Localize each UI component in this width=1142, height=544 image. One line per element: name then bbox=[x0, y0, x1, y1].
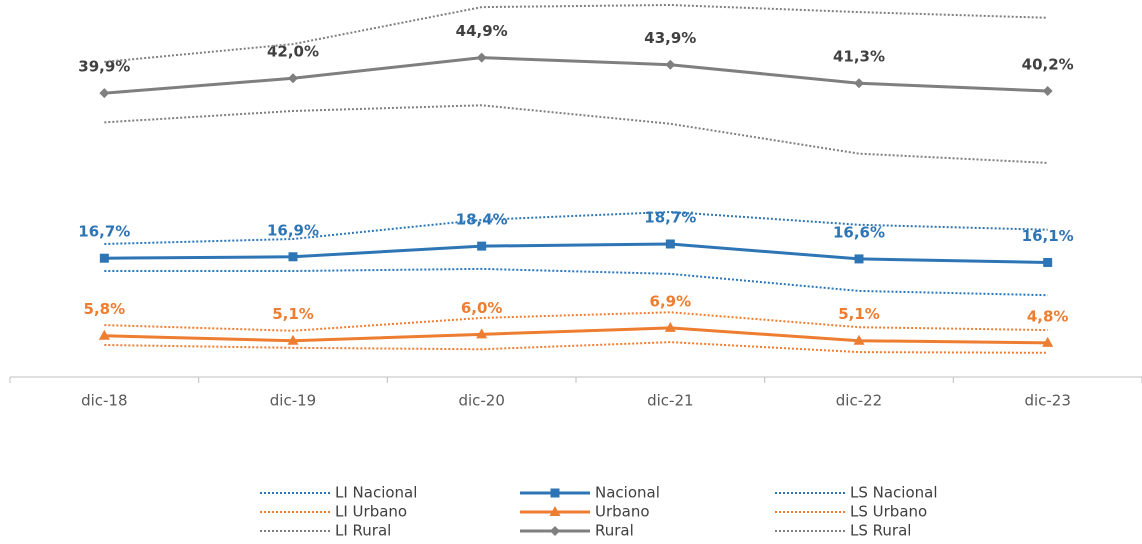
marker bbox=[550, 526, 560, 536]
value-label: 18,4% bbox=[456, 211, 508, 229]
value-label: 5,1% bbox=[838, 305, 880, 323]
x-tick-label: dic-20 bbox=[458, 392, 504, 410]
value-label: 6,9% bbox=[650, 292, 692, 310]
value-label: 16,7% bbox=[78, 223, 130, 241]
interval-line bbox=[104, 210, 1048, 245]
x-tick-label: dic-23 bbox=[1024, 392, 1070, 410]
interval-line bbox=[104, 3, 1048, 63]
series bbox=[104, 341, 1048, 354]
value-label: 5,8% bbox=[84, 300, 126, 318]
value-label: 6,0% bbox=[461, 299, 503, 317]
marker bbox=[1042, 86, 1053, 97]
marker bbox=[287, 334, 299, 345]
legend-label: LS Nacional bbox=[850, 484, 938, 502]
value-label: 16,6% bbox=[833, 223, 885, 241]
line bbox=[104, 242, 1048, 264]
legend-label: Nacional bbox=[595, 484, 660, 502]
value-label: 16,9% bbox=[267, 221, 319, 239]
marker bbox=[477, 241, 487, 251]
series bbox=[104, 3, 1048, 63]
legend-label: LI Urbano bbox=[335, 503, 407, 521]
marker bbox=[854, 254, 864, 264]
interval-line bbox=[104, 341, 1048, 354]
legend-label: Rural bbox=[595, 522, 634, 540]
line bbox=[104, 326, 1048, 345]
series bbox=[104, 210, 1048, 245]
marker bbox=[98, 329, 110, 340]
marker bbox=[288, 73, 298, 84]
x-tick-label: dic-18 bbox=[81, 392, 127, 410]
marker bbox=[476, 328, 488, 339]
value-label: 40,2% bbox=[1022, 56, 1074, 74]
series bbox=[104, 311, 1048, 332]
line bbox=[104, 56, 1048, 95]
marker bbox=[1042, 336, 1054, 347]
legend-label: LI Rural bbox=[335, 522, 391, 540]
marker bbox=[550, 488, 560, 498]
marker bbox=[665, 239, 675, 249]
interval-line bbox=[104, 267, 1048, 297]
marker bbox=[549, 506, 561, 516]
marker bbox=[288, 252, 298, 262]
series bbox=[104, 267, 1048, 297]
interval-line bbox=[104, 311, 1048, 332]
legend-label: LI Nacional bbox=[335, 484, 417, 502]
legend-label: LS Urbano bbox=[850, 503, 927, 521]
value-label: 4,8% bbox=[1027, 307, 1069, 325]
marker bbox=[99, 88, 110, 99]
marker bbox=[99, 253, 109, 263]
series: 5,8% 5,1% 6,0% 6,9% 5,1% 4,8% bbox=[84, 292, 1069, 347]
marker bbox=[1043, 257, 1053, 267]
value-label: 5,1% bbox=[272, 305, 314, 323]
value-label: 43,9% bbox=[644, 29, 696, 47]
x-tick-label: dic-19 bbox=[270, 392, 316, 410]
value-label: 39,9% bbox=[78, 58, 130, 76]
interval-line bbox=[104, 104, 1048, 164]
marker bbox=[853, 334, 865, 345]
value-label: 16,1% bbox=[1022, 227, 1074, 245]
value-label: 18,7% bbox=[644, 208, 696, 226]
marker bbox=[476, 52, 487, 63]
value-label: 42,0% bbox=[267, 43, 319, 61]
series: 39,9% 42,0% 44,9% 43,9% 41,3% 40,2% bbox=[78, 22, 1074, 99]
x-tick-label: dic-22 bbox=[836, 392, 882, 410]
marker bbox=[665, 59, 676, 70]
value-label: 41,3% bbox=[833, 48, 885, 66]
x-tick-label: dic-21 bbox=[647, 392, 693, 410]
value-label: 44,9% bbox=[456, 22, 508, 40]
legend-label: Urbano bbox=[595, 503, 650, 521]
series: 16,7% 16,9% 18,4% 18,7% 16,6% 16,1% bbox=[78, 208, 1074, 267]
marker bbox=[854, 78, 864, 89]
legend-label: LS Rural bbox=[850, 522, 911, 540]
marker bbox=[664, 321, 676, 332]
series bbox=[104, 104, 1048, 164]
